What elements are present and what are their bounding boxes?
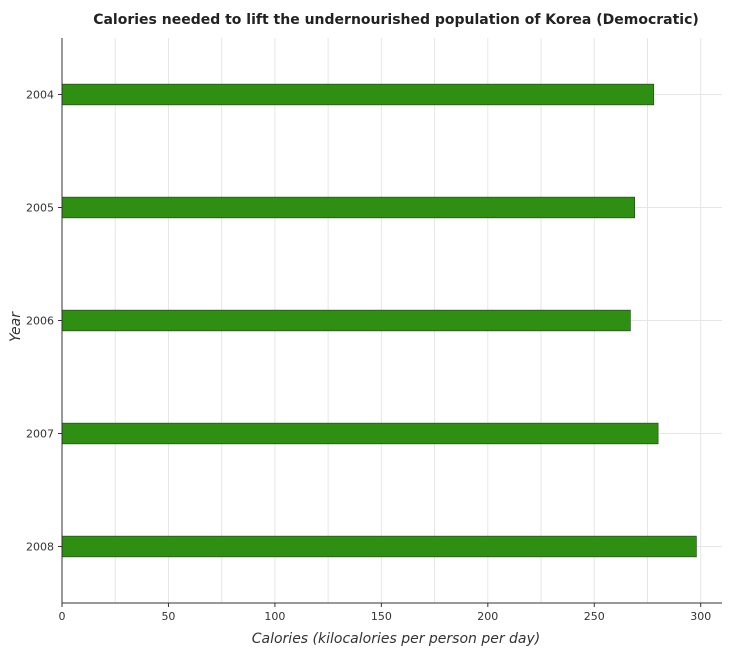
bars — [61, 83, 697, 558]
x-tick-label: 200 — [477, 610, 498, 623]
x-tick-label: 50 — [161, 610, 175, 623]
chart-title: Calories needed to lift the undernourish… — [93, 12, 699, 28]
y-tick-label: 2006 — [26, 315, 54, 328]
x-tick-label: 0 — [59, 610, 66, 623]
bar-2008 — [61, 535, 697, 558]
bar-2005 — [61, 196, 635, 219]
bar-2006 — [61, 309, 631, 332]
y-tick-label: 2008 — [26, 541, 54, 554]
x-tick-label: 300 — [690, 610, 711, 623]
y-tick-label: 2005 — [26, 202, 54, 215]
bar-2004 — [61, 83, 655, 106]
x-axis-label: Calories (kilocalories per person per da… — [252, 631, 541, 647]
y-axis-label: Year — [8, 311, 24, 342]
y-tick-label: 2007 — [26, 428, 54, 441]
x-tick-label: 100 — [264, 610, 285, 623]
x-tick-label: 250 — [584, 610, 605, 623]
y-tick-label: 2004 — [26, 89, 54, 102]
axes: 2004 2005 2006 2007 2008 0 50 100 150 200 250 300 — [26, 38, 722, 623]
x-tick-label: 150 — [371, 610, 392, 623]
bar-2007 — [61, 422, 659, 445]
